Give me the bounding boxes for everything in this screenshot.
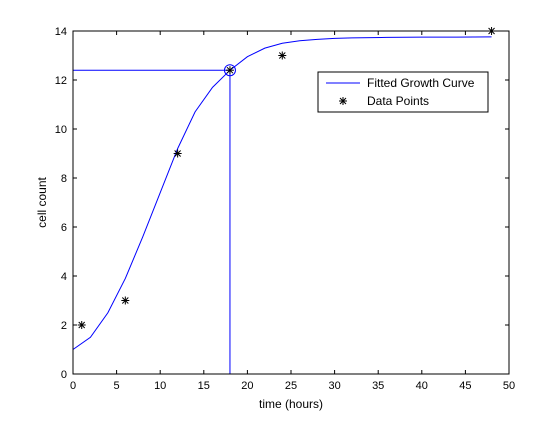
y-axis-label: cell count xyxy=(35,176,49,227)
data-point-marker xyxy=(225,66,234,75)
y-tick-label: 10 xyxy=(55,124,67,136)
legend-label-fitted-growth-curve: Fitted Growth Curve xyxy=(367,76,475,90)
legend: Fitted Growth Curve Data Points xyxy=(317,71,489,113)
crosshair-circle-marker xyxy=(223,64,236,77)
legend-box xyxy=(317,71,489,113)
x-tick-label: 30 xyxy=(328,380,340,392)
y-tick-label: 12 xyxy=(55,75,67,87)
y-tick-label: 14 xyxy=(55,26,67,38)
x-tick-label: 25 xyxy=(285,380,297,392)
x-tick-label: 20 xyxy=(241,380,253,392)
y-tick-label: 6 xyxy=(61,222,67,234)
data-point-marker xyxy=(77,321,86,329)
x-tick-label: 45 xyxy=(459,380,471,392)
legend-label-data-points: Data Points xyxy=(367,94,429,108)
x-tick-label: 10 xyxy=(154,380,166,392)
y-tick-label: 0 xyxy=(61,369,67,381)
x-tick-label: 50 xyxy=(503,380,515,392)
legend-marker-sample xyxy=(339,97,347,105)
axes-layer: 0 5 10 15 20 25 30 35 40 45 50 0 2 4 6 8 10 12 14 xyxy=(55,26,515,392)
x-tick-label: 35 xyxy=(372,380,384,392)
data-point-marker xyxy=(173,149,182,158)
x-tick-label: 0 xyxy=(70,380,76,392)
x-tick-label: 40 xyxy=(416,380,428,392)
x-axis-label: time (hours) xyxy=(259,397,323,411)
series-fitted-growth-curve xyxy=(72,36,492,350)
x-tick-label: 15 xyxy=(198,380,210,392)
y-tick-label: 8 xyxy=(61,173,67,185)
data-point-marker xyxy=(278,51,287,60)
y-tick-label: 4 xyxy=(61,271,67,283)
x-tick-label: 5 xyxy=(114,380,120,392)
y-tick-label: 2 xyxy=(61,320,67,332)
data-point-marker xyxy=(121,296,130,305)
plot-layer xyxy=(72,27,496,374)
